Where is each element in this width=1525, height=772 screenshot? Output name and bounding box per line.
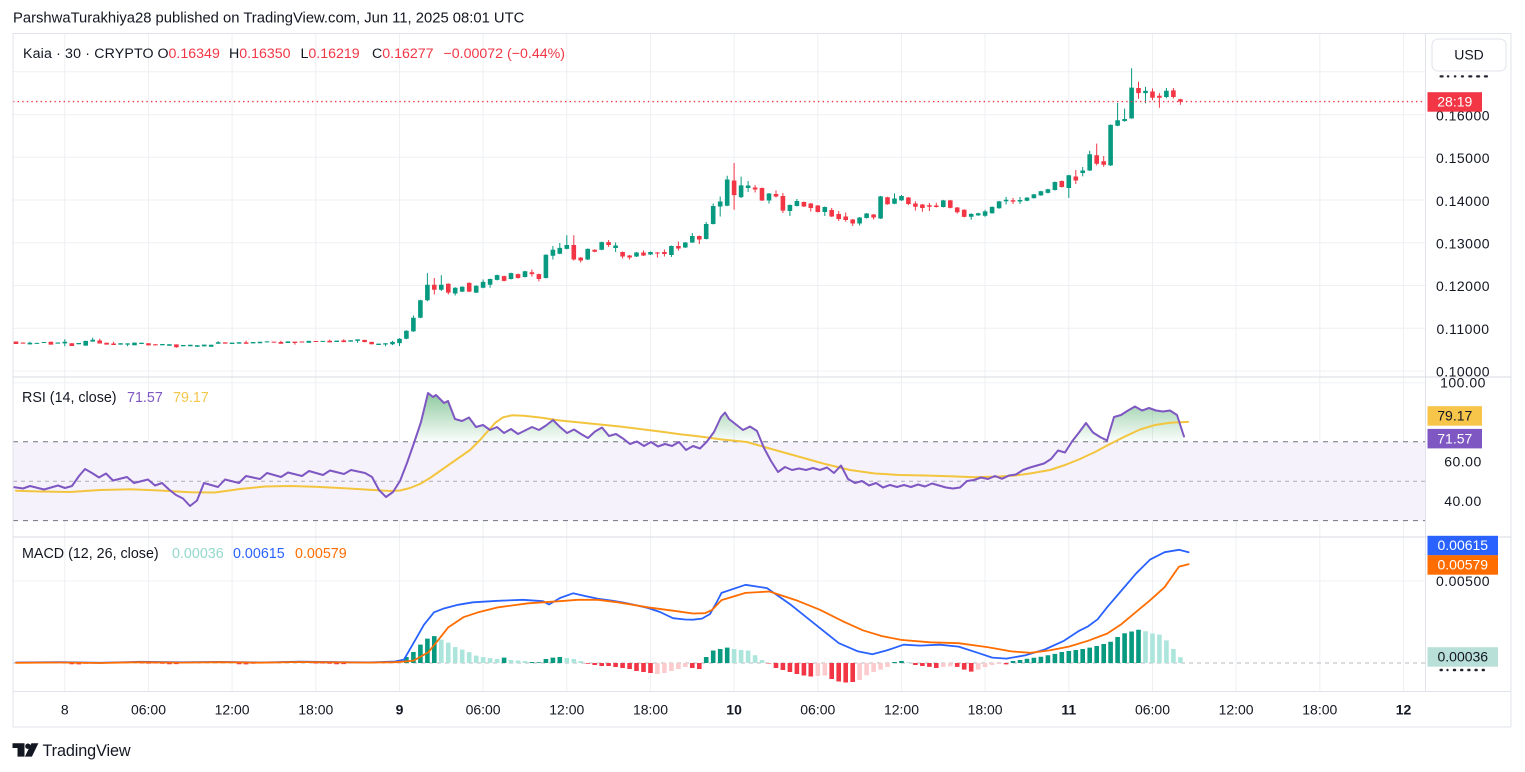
svg-text:0.00615: 0.00615	[1437, 537, 1488, 553]
svg-text:18:00: 18:00	[1302, 702, 1337, 718]
svg-text:TradingView: TradingView	[43, 742, 131, 760]
svg-text:40.00: 40.00	[1444, 493, 1482, 509]
svg-text:0.00579: 0.00579	[1437, 557, 1488, 573]
svg-text:0.00036: 0.00036	[1437, 649, 1488, 665]
svg-text:71.57: 71.57	[1437, 430, 1472, 446]
svg-text:18:00: 18:00	[298, 702, 333, 718]
svg-text:12:00: 12:00	[1219, 702, 1254, 718]
svg-text:12:00: 12:00	[549, 702, 584, 718]
svg-text:Kaia · 30 · CRYPTO: Kaia · 30 · CRYPTO	[23, 46, 154, 62]
svg-text:60.00: 60.00	[1444, 453, 1482, 469]
svg-text:18:00: 18:00	[633, 702, 668, 718]
svg-text:12:00: 12:00	[215, 702, 250, 718]
svg-text:0.00500: 0.00500	[1436, 573, 1490, 589]
svg-text:28:19: 28:19	[1437, 94, 1472, 110]
svg-text:ParshwaTurakhiya28 published o: ParshwaTurakhiya28 published on TradingV…	[13, 11, 525, 27]
svg-text:06:00: 06:00	[131, 702, 166, 718]
svg-text:0.10000: 0.10000	[1436, 364, 1490, 380]
svg-text:06:00: 06:00	[466, 702, 501, 718]
svg-text:18:00: 18:00	[968, 702, 1003, 718]
svg-text:100.00: 100.00	[1440, 375, 1486, 391]
svg-text:9: 9	[396, 702, 404, 718]
svg-text:79.17: 79.17	[1437, 408, 1472, 424]
svg-text:12: 12	[1396, 702, 1412, 718]
svg-text:06:00: 06:00	[1135, 702, 1170, 718]
svg-text:10: 10	[726, 702, 742, 718]
svg-text:06:00: 06:00	[800, 702, 835, 718]
svg-text:RSI (14, close) 71.57 79.17: RSI (14, close) 71.57 79.17	[22, 390, 209, 406]
svg-text:0.13000: 0.13000	[1436, 236, 1490, 252]
svg-text:0.15000: 0.15000	[1436, 150, 1490, 166]
svg-text:0.11000: 0.11000	[1436, 321, 1489, 337]
svg-text:USD: USD	[1454, 47, 1484, 63]
svg-text:8: 8	[61, 702, 69, 718]
svg-text:11: 11	[1061, 702, 1076, 718]
svg-text:12:00: 12:00	[884, 702, 919, 718]
svg-text:0.14000: 0.14000	[1436, 193, 1490, 209]
svg-text:MACD (12, 26, close) 0.00036 0: MACD (12, 26, close) 0.00036 0.00615 0.0…	[22, 546, 347, 562]
svg-text:0.12000: 0.12000	[1436, 278, 1490, 294]
